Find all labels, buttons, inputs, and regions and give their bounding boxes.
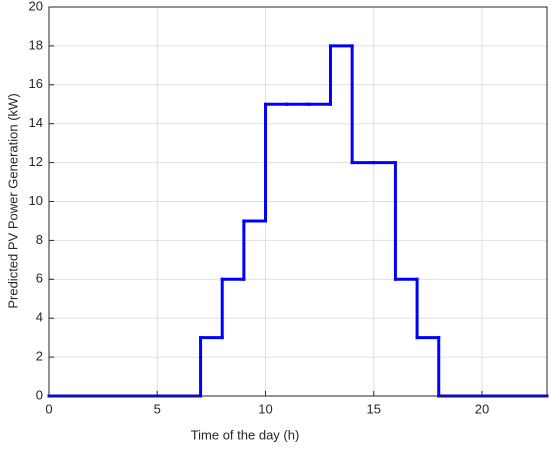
x-tick-label: 15 <box>367 401 381 416</box>
y-tick-label: 0 <box>36 387 43 402</box>
y-tick-label: 6 <box>36 271 43 286</box>
y-tick-label: 10 <box>29 193 43 208</box>
x-tick-label: 0 <box>45 401 52 416</box>
y-tick-label: 14 <box>29 115 43 130</box>
y-tick-label: 4 <box>36 310 43 325</box>
y-tick-label: 16 <box>29 76 43 91</box>
x-tick-label: 5 <box>154 401 161 416</box>
x-tick-label: 20 <box>475 401 489 416</box>
grid <box>48 6 547 397</box>
y-tick-label: 2 <box>36 349 43 364</box>
y-axis-label: Predicted PV Power Generation (kW) <box>5 93 20 308</box>
y-tick-label: 20 <box>29 0 43 13</box>
y-tick-label: 12 <box>29 154 43 169</box>
x-tick-label: 10 <box>258 401 272 416</box>
y-tick-label: 8 <box>36 232 43 247</box>
y-tick-label: 18 <box>29 37 43 52</box>
x-axis-label: Time of the day (h) <box>191 427 300 442</box>
